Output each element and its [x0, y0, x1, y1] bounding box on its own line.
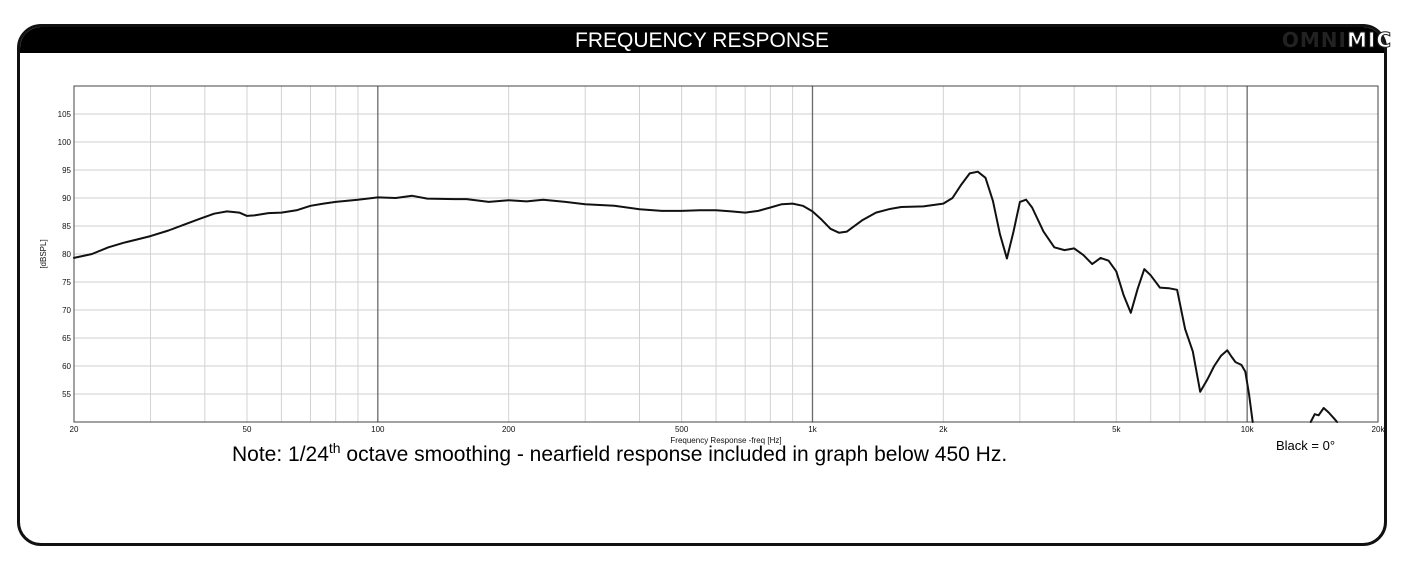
x-tick-label: 20 — [70, 425, 79, 434]
y-axis-label: [dBSPL] — [39, 239, 48, 268]
x-tick-label: 100 — [371, 425, 385, 434]
x-tick-label: 500 — [675, 425, 689, 434]
y-tick-label: 75 — [62, 278, 71, 287]
x-tick-label: 2k — [939, 425, 948, 434]
x-tick-label: 5k — [1112, 425, 1121, 434]
note-prefix: Note: 1/24 — [232, 443, 329, 466]
x-tick-label: 50 — [243, 425, 252, 434]
y-tick-label: 85 — [62, 222, 71, 231]
y-tick-label: 55 — [62, 390, 71, 399]
x-tick-label: 10k — [1241, 425, 1255, 434]
smoothing-note: Note: 1/24th octave smoothing - nearfiel… — [232, 440, 1007, 467]
x-axis-label: Frequency Response -freq [Hz] — [670, 436, 781, 445]
y-tick-label: 60 — [62, 362, 71, 371]
brand-outline: MIC — [1346, 28, 1392, 53]
note-superscript: th — [328, 440, 341, 456]
series — [73, 170, 1339, 423]
y-tick-label: 95 — [62, 166, 71, 175]
tick-labels: 20 50 100 200 500 1k 2k 5k 10k 20k 55 60 65 70 75 80 85 9… — [58, 110, 1386, 434]
y-tick-label: 80 — [62, 250, 71, 259]
legend-note: Black = 0° — [1276, 438, 1336, 453]
y-tick-label: 65 — [62, 334, 71, 343]
omnimic-logo: OMNIMIC — [1281, 28, 1392, 53]
note-suffix: octave smoothing - nearfield response in… — [340, 443, 1008, 466]
chart-panel: FREQUENCY RESPONSE — [17, 24, 1387, 546]
y-tick-label: 100 — [58, 138, 72, 147]
y-tick-label: 105 — [58, 110, 72, 119]
plot-border — [73, 85, 1379, 423]
x-tick-label: 20k — [1372, 425, 1386, 434]
y-tick-label: 90 — [62, 194, 71, 203]
brand-bold: OMNI — [1281, 28, 1347, 52]
response-line — [1309, 407, 1339, 423]
response-line — [73, 170, 1254, 423]
panel-title: FREQUENCY RESPONSE — [20, 27, 1384, 53]
x-tick-label: 1k — [808, 425, 817, 434]
y-tick-label: 70 — [62, 306, 71, 315]
grid — [74, 86, 1378, 422]
x-tick-label: 200 — [502, 425, 516, 434]
